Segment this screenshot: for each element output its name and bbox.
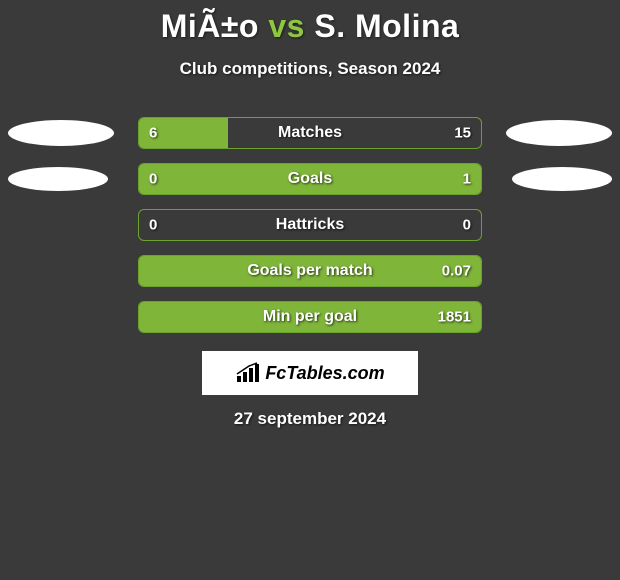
stat-bar: 1851 Min per goal (138, 301, 482, 333)
stat-value-left: 0 (149, 171, 157, 188)
stat-value-right: 0 (463, 217, 471, 234)
ellipse-right (506, 120, 612, 146)
stat-bar: 6 15 Matches (138, 117, 482, 149)
stat-row: 1851 Min per goal (0, 301, 620, 333)
stat-bar: 0 0 Hattricks (138, 209, 482, 241)
stat-label: Goals per match (247, 262, 372, 280)
stat-label: Min per goal (263, 308, 357, 326)
logo-inner: FcTables.com (235, 362, 384, 384)
ellipse-right (512, 167, 612, 191)
stat-label: Hattricks (276, 216, 344, 234)
stat-value-left: 6 (149, 125, 157, 142)
stat-row: 6 15 Matches (0, 117, 620, 149)
stat-value-right: 15 (454, 125, 471, 142)
stat-row: 0 0 Hattricks (0, 209, 620, 241)
stat-rows: 6 15 Matches 0 1 Goals 0 0 Hattricks 0.07 Goals pe… (0, 117, 620, 333)
stat-row: 0.07 Goals per match (0, 255, 620, 287)
ellipse-left (8, 120, 114, 146)
logo-chart-icon (235, 362, 261, 384)
stat-value-right: 1 (463, 171, 471, 188)
infographic-container: MiÃ±o vs S. Molina Club competitions, Se… (0, 0, 620, 429)
stat-bar: 0.07 Goals per match (138, 255, 482, 287)
ellipse-left (8, 167, 108, 191)
date-line: 27 september 2024 (0, 409, 620, 429)
player1-name: MiÃ±o (161, 8, 259, 44)
stat-row: 0 1 Goals (0, 163, 620, 195)
comparison-title: MiÃ±o vs S. Molina (0, 8, 620, 45)
logo-text: FcTables.com (265, 363, 384, 384)
player2-name: S. Molina (314, 8, 459, 44)
stat-label: Matches (278, 124, 342, 142)
stat-bar: 0 1 Goals (138, 163, 482, 195)
stat-label: Goals (288, 170, 332, 188)
stat-value-right: 1851 (438, 309, 471, 326)
stat-value-left: 0 (149, 217, 157, 234)
logo-box: FcTables.com (202, 351, 418, 395)
subtitle: Club competitions, Season 2024 (0, 59, 620, 79)
vs-separator: vs (268, 8, 305, 44)
stat-value-right: 0.07 (442, 263, 471, 280)
